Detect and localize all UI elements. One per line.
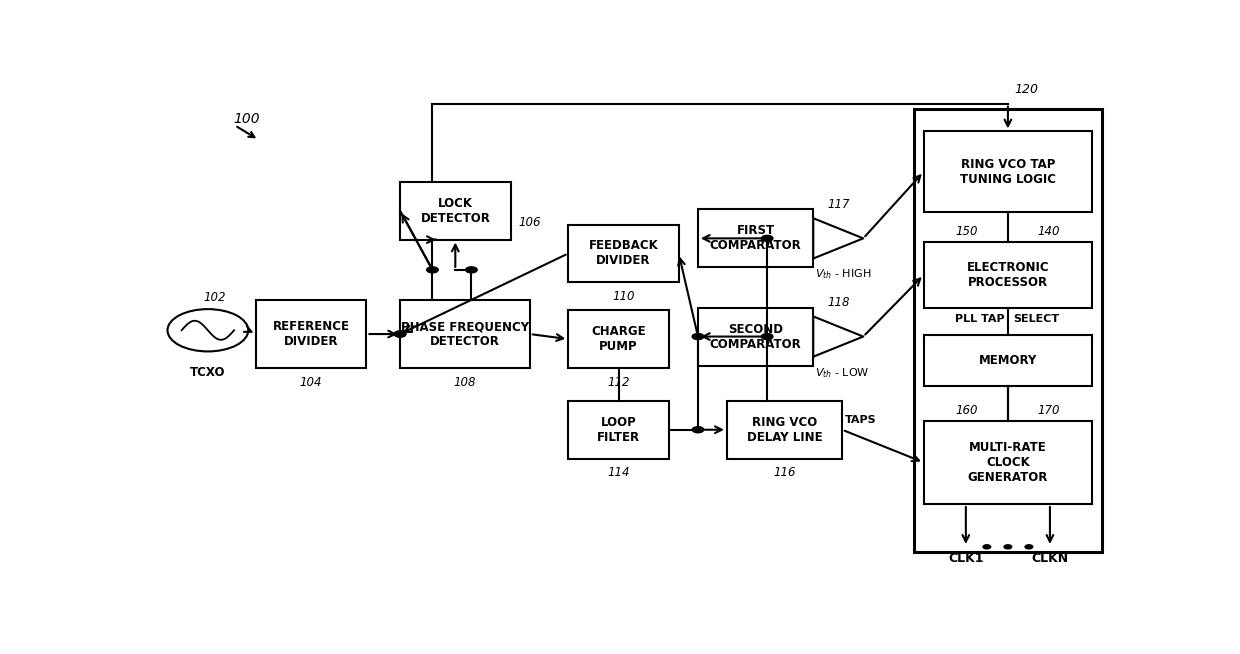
Text: 100: 100: [234, 112, 260, 126]
Circle shape: [394, 331, 405, 337]
Text: 110: 110: [613, 290, 635, 303]
Polygon shape: [813, 317, 863, 356]
Text: SECOND
COMPARATOR: SECOND COMPARATOR: [709, 322, 801, 351]
Circle shape: [761, 235, 773, 241]
FancyBboxPatch shape: [924, 336, 1092, 386]
Text: 160: 160: [955, 404, 978, 417]
Circle shape: [1004, 545, 1012, 549]
Text: 150: 150: [955, 225, 978, 238]
Text: 117: 117: [827, 198, 849, 211]
Circle shape: [983, 545, 991, 549]
Text: MEMORY: MEMORY: [978, 354, 1037, 367]
Text: SELECT: SELECT: [1013, 314, 1059, 324]
Circle shape: [761, 334, 773, 339]
Text: 114: 114: [608, 466, 630, 479]
FancyBboxPatch shape: [924, 242, 1092, 307]
Circle shape: [427, 267, 438, 273]
Circle shape: [394, 331, 405, 337]
Text: 118: 118: [827, 296, 849, 309]
Text: REFERENCE
DIVIDER: REFERENCE DIVIDER: [273, 320, 350, 348]
Circle shape: [1025, 545, 1033, 549]
Text: LOOP
FILTER: LOOP FILTER: [598, 416, 640, 443]
Text: 116: 116: [774, 466, 796, 479]
FancyBboxPatch shape: [727, 401, 842, 458]
FancyBboxPatch shape: [568, 310, 670, 368]
Text: 140: 140: [1038, 225, 1060, 238]
FancyBboxPatch shape: [924, 131, 1092, 212]
Text: RING VCO
DELAY LINE: RING VCO DELAY LINE: [746, 416, 822, 443]
Text: PLL TAP: PLL TAP: [955, 314, 1004, 324]
Text: FEEDBACK
DIVIDER: FEEDBACK DIVIDER: [589, 239, 658, 267]
FancyBboxPatch shape: [568, 224, 678, 283]
Text: CLKN: CLKN: [1032, 552, 1069, 565]
FancyBboxPatch shape: [914, 109, 1101, 552]
Text: 106: 106: [518, 216, 541, 229]
FancyBboxPatch shape: [255, 300, 367, 368]
Text: 112: 112: [608, 375, 630, 388]
Text: RING VCO TAP
TUNING LOGIC: RING VCO TAP TUNING LOGIC: [960, 158, 1056, 186]
FancyBboxPatch shape: [924, 421, 1092, 504]
FancyBboxPatch shape: [401, 182, 511, 239]
Text: ELECTRONIC
PROCESSOR: ELECTRONIC PROCESSOR: [966, 261, 1049, 289]
Text: $V_{th}$ - LOW: $V_{th}$ - LOW: [815, 366, 869, 379]
Text: 108: 108: [454, 375, 476, 388]
Text: 170: 170: [1038, 404, 1060, 417]
Text: $V_{th}$ - HIGH: $V_{th}$ - HIGH: [815, 267, 872, 281]
Text: TAPS: TAPS: [844, 415, 877, 424]
Text: LOCK
DETECTOR: LOCK DETECTOR: [420, 197, 490, 225]
Text: CHARGE
PUMP: CHARGE PUMP: [591, 325, 646, 353]
Text: 104: 104: [300, 375, 322, 388]
Text: 102: 102: [203, 292, 226, 305]
Text: 120: 120: [1014, 83, 1039, 96]
Circle shape: [466, 267, 477, 273]
Text: TCXO: TCXO: [190, 366, 226, 379]
FancyBboxPatch shape: [401, 300, 529, 368]
Circle shape: [692, 334, 704, 339]
Polygon shape: [813, 218, 863, 258]
FancyBboxPatch shape: [698, 307, 813, 366]
Text: CLK1: CLK1: [949, 552, 983, 565]
Circle shape: [692, 426, 704, 433]
Text: FIRST
COMPARATOR: FIRST COMPARATOR: [709, 224, 801, 252]
FancyBboxPatch shape: [698, 209, 813, 267]
Text: MULTI-RATE
CLOCK
GENERATOR: MULTI-RATE CLOCK GENERATOR: [967, 441, 1048, 484]
Text: PHASE FREQUENCY
DETECTOR: PHASE FREQUENCY DETECTOR: [401, 320, 529, 348]
FancyBboxPatch shape: [568, 401, 670, 458]
